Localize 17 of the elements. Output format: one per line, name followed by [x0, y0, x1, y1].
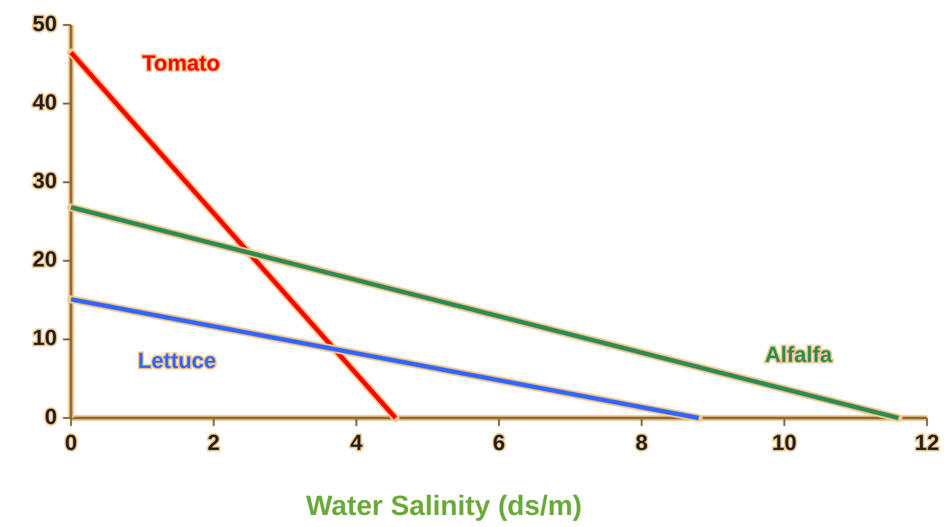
- x-axis-title: Water Salinity (ds/m): [306, 490, 582, 521]
- y-tick-label: 30: [32, 168, 57, 194]
- y-tick-label: 50: [32, 10, 57, 36]
- x-tick-label: 12: [914, 430, 940, 455]
- y-tick-label: 40: [32, 89, 57, 114]
- series-label: Alfalfa: [764, 342, 833, 367]
- x-tick-label: 10: [772, 430, 797, 455]
- series-label: Tomato: [142, 50, 220, 76]
- x-tick-label: 0: [64, 430, 78, 455]
- y-tick-label: 20: [32, 246, 57, 272]
- y-tick-label: 10: [32, 325, 57, 350]
- x-tick-label: 2: [208, 430, 220, 455]
- x-tick-label: 4: [350, 430, 364, 455]
- x-tick-label: 8: [636, 430, 648, 455]
- series-label: Lettuce: [138, 348, 216, 374]
- y-tick-label: 0: [44, 404, 57, 429]
- x-tick-label: 6: [492, 430, 506, 455]
